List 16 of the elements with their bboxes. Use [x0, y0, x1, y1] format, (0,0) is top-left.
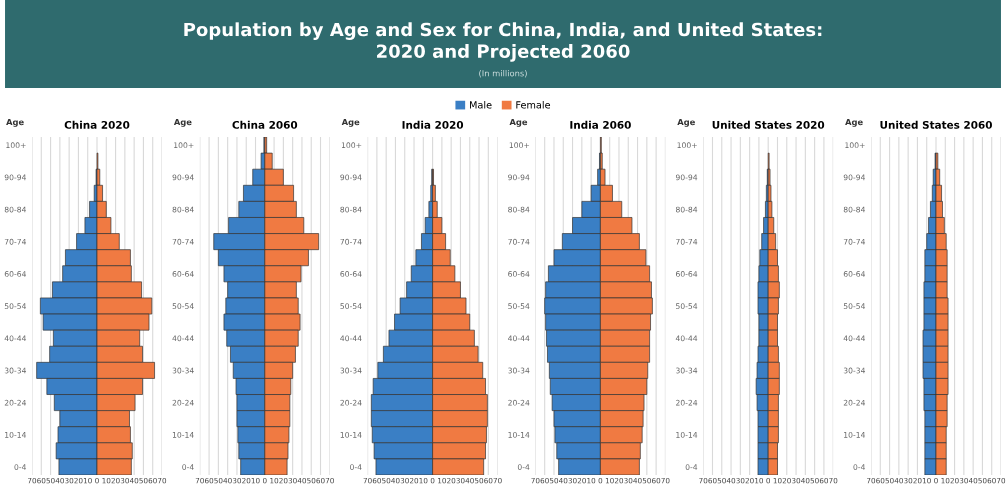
y-axis-title: Age	[509, 118, 528, 127]
chart-title: China 2060	[232, 120, 298, 129]
y-axis-title: Age	[845, 118, 863, 127]
text: Population by Age and Sex for China, India, and United States: 2020 and Projected 2060	[184, 22, 822, 62]
legend-label: Male	[470, 101, 492, 109]
legend-label: Female	[516, 101, 551, 109]
y-axis-title: Age	[341, 118, 360, 127]
y-axis-title: Age	[6, 118, 24, 127]
chart-title: United States 2020	[712, 120, 825, 129]
y-axis-title: Age	[677, 118, 695, 127]
text: (In millions)	[479, 69, 527, 78]
chart-title: India 2020	[402, 120, 464, 129]
chart-title: United States 2060	[880, 120, 992, 129]
chart-title: India 2060	[570, 120, 631, 129]
chart-title: China 2020	[64, 120, 130, 129]
y-axis-title: Age	[173, 118, 192, 127]
